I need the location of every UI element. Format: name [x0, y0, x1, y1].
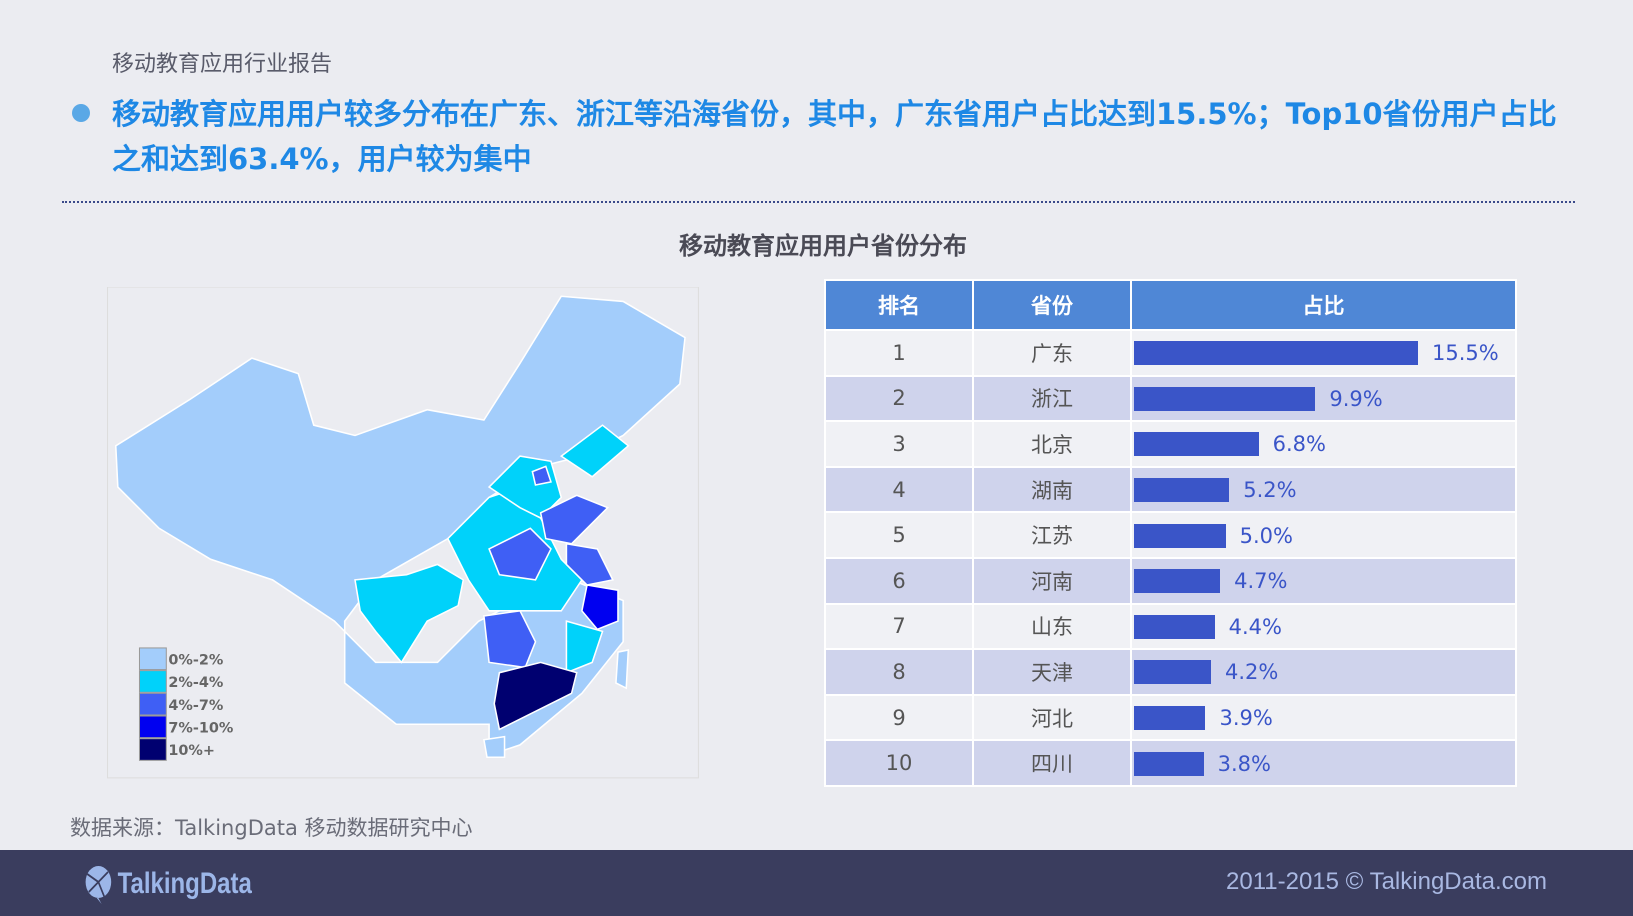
share-label: 15.5%	[1432, 341, 1499, 366]
logo-icon	[85, 866, 112, 904]
province-cell: 四川	[972, 739, 1132, 787]
map-province-shandong	[539, 494, 610, 545]
share-cell: 4.4%	[1130, 602, 1517, 651]
province-cell: 天津	[972, 648, 1132, 696]
map-province-zhejiang	[581, 584, 619, 631]
legend-swatch	[138, 715, 167, 739]
rank-cell: 6	[824, 556, 974, 605]
footer: TalkingData 2011-2015 © TalkingData.com	[0, 850, 1633, 916]
share-label: 5.0%	[1239, 523, 1293, 548]
header-share: 占比	[1130, 279, 1517, 331]
table-row: 3 北京 6.8%	[824, 420, 1517, 468]
share-label: 5.2%	[1243, 478, 1297, 503]
legend-label: 7%-10%	[168, 721, 233, 737]
province-cell: 河南	[972, 556, 1132, 605]
share-cell: 6.8%	[1130, 420, 1517, 468]
map-province-henan	[488, 527, 552, 581]
share-bar	[1134, 751, 1204, 776]
rank-cell: 2	[824, 374, 974, 423]
province-cell: 江苏	[972, 511, 1132, 559]
share-bar	[1134, 523, 1226, 548]
province-cell: 河北	[972, 693, 1132, 742]
share-bar	[1134, 432, 1259, 457]
china-map: 0%-2% 2%-4% 4%-7% 7%-10% 10%+	[107, 287, 699, 779]
map-province-fujian	[565, 620, 604, 674]
map-province-taiwan	[615, 649, 630, 690]
map-province-hunan	[483, 609, 537, 669]
province-cell: 北京	[972, 420, 1132, 468]
share-label: 3.9%	[1219, 706, 1273, 731]
rank-cell: 5	[824, 511, 974, 559]
province-cell: 广东	[972, 329, 1132, 377]
report-title: 移动教育应用行业报告	[112, 52, 333, 77]
table-row: 2 浙江 9.9%	[824, 374, 1517, 423]
divider	[62, 201, 1575, 203]
share-cell: 4.2%	[1130, 648, 1517, 696]
share-cell: 4.7%	[1130, 556, 1517, 605]
table-row: 8 天津 4.2%	[824, 648, 1517, 696]
rank-cell: 3	[824, 420, 974, 468]
share-bar	[1134, 341, 1418, 366]
share-bar	[1134, 478, 1230, 503]
rank-cell: 10	[824, 739, 974, 787]
share-label: 6.8%	[1272, 432, 1326, 457]
share-bar	[1134, 614, 1215, 639]
legend-label: 4%-7%	[168, 698, 223, 714]
legend-swatch	[138, 670, 167, 693]
share-label: 9.9%	[1329, 386, 1383, 411]
rank-cell: 7	[824, 602, 974, 651]
map-province-sichuan	[354, 563, 465, 664]
share-label: 4.7%	[1234, 569, 1288, 594]
province-cell: 湖南	[972, 465, 1132, 514]
bullet-icon	[72, 104, 90, 122]
map-province-beijing	[531, 465, 552, 486]
share-cell: 3.8%	[1130, 739, 1517, 787]
share-cell: 5.0%	[1130, 511, 1517, 559]
chart-title: 移动教育应用用户省份分布	[679, 232, 967, 260]
share-cell: 5.2%	[1130, 465, 1517, 514]
share-cell: 3.9%	[1130, 693, 1517, 742]
legend-label: 2%-4%	[168, 675, 223, 691]
share-label: 3.8%	[1217, 751, 1271, 776]
legend-swatch	[138, 692, 167, 716]
share-label: 4.4%	[1228, 614, 1282, 639]
table-row: 10 四川 3.8%	[824, 739, 1517, 787]
map-province-hainan	[483, 735, 506, 759]
share-cell: 15.5%	[1130, 329, 1517, 377]
map-region-west	[114, 295, 686, 757]
rank-cell: 4	[824, 465, 974, 514]
map-province-guangdong	[493, 661, 578, 731]
legend-swatch	[138, 738, 167, 761]
province-cell: 浙江	[972, 374, 1132, 423]
map-province-jiangsu	[565, 542, 614, 586]
table-row: 9 河北 3.9%	[824, 693, 1517, 742]
map-province-liaoning	[559, 424, 630, 478]
province-cell: 山东	[972, 602, 1132, 651]
map-legend: 0%-2% 2%-4% 4%-7% 7%-10% 10%+	[138, 647, 233, 761]
rank-cell: 9	[824, 693, 974, 742]
legend-label: 10%+	[168, 743, 215, 759]
copyright: 2011-2015 © TalkingData.com	[1226, 868, 1547, 895]
table-row: 6 河南 4.7%	[824, 556, 1517, 605]
share-bar	[1134, 660, 1211, 685]
headline: 移动教育应用用户较多分布在广东、浙江等沿海省份，其中，广东省用户占比达到15.5…	[112, 97, 1557, 176]
share-bar	[1134, 706, 1206, 731]
table-row: 5 江苏 5.0%	[824, 511, 1517, 559]
share-cell: 9.9%	[1130, 374, 1517, 423]
table-row: 7 山东 4.4%	[824, 602, 1517, 651]
share-bar	[1134, 386, 1316, 411]
rank-cell: 1	[824, 329, 974, 377]
ranking-table: 排名 省份 占比 1 广东 15.5% 2 浙江 9.9% 3 北京 6.8% 4 湖…	[824, 279, 1517, 787]
table-row: 4 湖南 5.2%	[824, 465, 1517, 514]
share-bar	[1134, 569, 1221, 594]
header-province: 省份	[972, 279, 1132, 331]
table-row: 1 广东 15.5%	[824, 329, 1517, 377]
share-label: 4.2%	[1224, 660, 1279, 685]
rank-cell: 8	[824, 648, 974, 696]
talkingdata-logo: TalkingData	[84, 864, 252, 904]
legend-label: 0%-2%	[168, 652, 223, 668]
data-source: 数据来源：TalkingData 移动数据研究中心	[70, 816, 473, 840]
legend-swatch	[138, 647, 167, 671]
header-rank: 排名	[824, 279, 974, 331]
